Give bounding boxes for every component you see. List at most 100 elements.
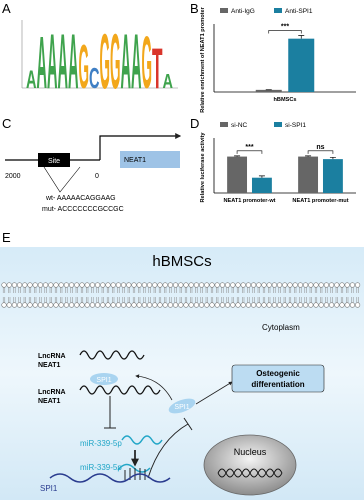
spi1-bound	[90, 373, 118, 385]
error-bar	[234, 155, 241, 157]
lipid-head	[240, 302, 246, 308]
panel-label: A	[2, 1, 11, 16]
lipid-head	[100, 302, 106, 308]
lipid-head	[22, 282, 28, 288]
lipid-head	[251, 282, 257, 288]
panel-b: B Relative enrichment of NEAT1 promoter A…	[190, 1, 356, 113]
lipid-head	[188, 302, 194, 308]
lipid-head	[147, 282, 153, 288]
lipid-tail	[325, 287, 328, 303]
lipid-head	[235, 282, 241, 288]
lipid-head	[84, 302, 90, 308]
significance-label: ***	[245, 144, 253, 151]
lipid-tail	[49, 287, 52, 303]
lipid-head	[131, 282, 137, 288]
lipid-head	[131, 302, 137, 308]
lipid-tail	[351, 287, 354, 303]
lipid-head	[261, 302, 267, 308]
lipid-tail	[18, 287, 21, 303]
lipid-head	[22, 302, 28, 308]
lipid-head	[162, 302, 168, 308]
lipid-head	[245, 302, 251, 308]
lipid-tail	[117, 287, 120, 303]
lipid-head	[6, 282, 12, 288]
lipid-head	[292, 302, 298, 308]
logo-letter: A	[58, 17, 69, 105]
lipid-head	[266, 302, 272, 308]
lipid-head	[74, 282, 80, 288]
lipid-head	[292, 282, 298, 288]
outcome-label: differentiation	[251, 380, 304, 389]
logo-letter: A	[37, 23, 48, 105]
lipid-head	[89, 282, 95, 288]
lipid-tail	[106, 287, 110, 303]
lipid-head	[63, 302, 69, 308]
lncrna-strand	[79, 350, 145, 360]
legend-label: si-NC	[231, 122, 248, 129]
bar	[255, 89, 282, 92]
end-label: 0	[95, 173, 99, 180]
lipid-tail	[340, 287, 344, 303]
lipid-tail	[132, 287, 136, 303]
significance-bracket	[236, 150, 263, 154]
lipid-head	[32, 282, 38, 288]
lipid-head	[58, 302, 64, 308]
lipid-tail	[195, 287, 198, 303]
lipid-tail	[143, 287, 146, 303]
lipid-head	[235, 302, 241, 308]
lipid-head	[120, 282, 127, 288]
lipid-head	[32, 302, 38, 308]
lipid-head	[17, 302, 23, 308]
lipid-head	[11, 302, 17, 308]
start-label: 2000	[5, 173, 21, 180]
lipid-tail	[268, 287, 271, 303]
logo-letter: G	[110, 17, 121, 105]
x-tick-label: NEAT1 promoter-wt	[223, 198, 275, 204]
lipid-head	[162, 282, 168, 288]
zoom-lines	[43, 166, 81, 193]
gene-box	[120, 151, 180, 168]
lipid-head	[183, 302, 189, 308]
lipid-head	[219, 282, 225, 288]
lipid-head	[42, 282, 49, 288]
inhibit-line	[147, 417, 193, 479]
lipid-tail	[60, 287, 63, 303]
mirna-strand	[121, 435, 163, 445]
logo-letter: C	[89, 62, 100, 95]
lipid-head	[323, 282, 330, 288]
significance-bracket	[268, 30, 302, 34]
lipid-head	[126, 282, 132, 288]
lipid-head	[188, 282, 194, 288]
lipid-tail	[138, 287, 141, 303]
lipid-tail	[23, 287, 26, 303]
lipid-head	[214, 302, 220, 308]
mirna-label: miR-339-5p	[80, 439, 122, 448]
lipid-head	[349, 302, 356, 308]
lipid-tail	[314, 287, 318, 303]
lipid-head	[266, 282, 272, 288]
lipid-head	[349, 282, 356, 288]
lipid-head	[287, 282, 293, 288]
lipid-tail	[273, 287, 276, 303]
lipid-tail	[262, 287, 266, 303]
lipid-head	[147, 302, 153, 308]
legend-swatch	[274, 8, 282, 13]
lncrna-strand	[79, 385, 161, 395]
lipid-tail	[356, 287, 359, 303]
lipid-head	[287, 302, 293, 308]
bar	[322, 159, 343, 193]
logo-letter: A	[163, 70, 174, 93]
lipid-head	[214, 282, 220, 288]
lipid-head	[110, 302, 116, 308]
significance-bracket	[307, 150, 334, 154]
logo-letter: G	[79, 32, 90, 102]
logo-letter: A	[121, 17, 132, 105]
lipid-head	[313, 302, 319, 308]
lipid-head	[245, 282, 251, 288]
lipid-head	[167, 282, 173, 288]
legend-label: si-SPI1	[285, 122, 306, 129]
error-bar	[305, 155, 312, 157]
lipid-tail	[13, 287, 16, 303]
lipid-head	[17, 282, 23, 288]
lipid-head	[334, 282, 340, 288]
